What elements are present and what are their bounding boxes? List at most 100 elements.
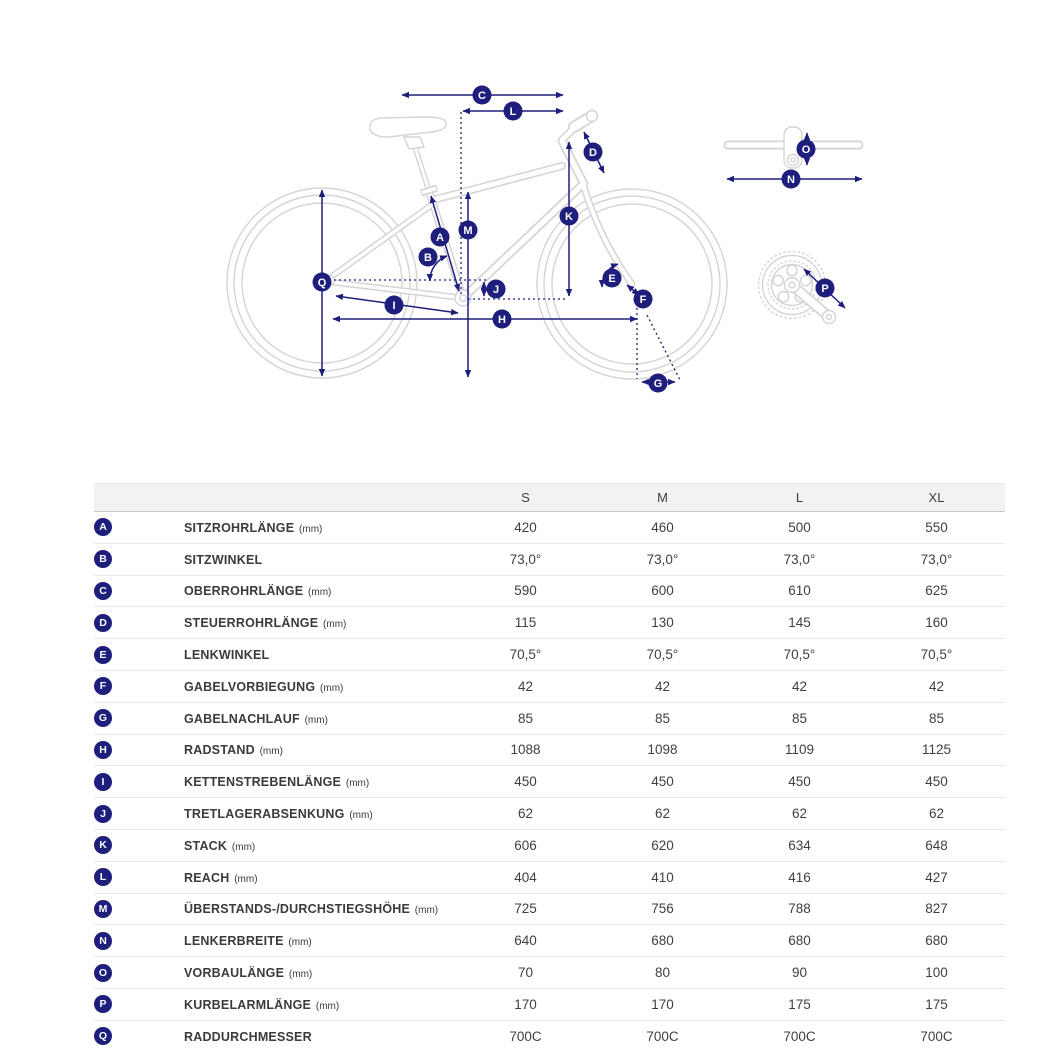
- value-cell-s: 70,5°: [457, 638, 594, 671]
- table-row: E LENKWINKEL 70,5° 70,5° 70,5° 70,5°: [94, 638, 1005, 671]
- svg-text:H: H: [498, 314, 506, 326]
- row-label: KETTENSTREBENLÄNGE: [184, 775, 342, 790]
- row-label: RADDURCHMESSER: [184, 1029, 312, 1044]
- row-label: OBERROHRLÄNGE: [184, 584, 304, 599]
- steering-axis-dotted-line: [646, 314, 681, 381]
- row-label: ÜBERSTANDS-/DURCHSTIEGSHÖHE: [184, 902, 411, 917]
- table-row: I KETTENSTREBENLÄNGE (mm) 450 450 450 45…: [94, 765, 1005, 799]
- value-cell-s: 640: [457, 924, 594, 958]
- row-letter-badge: O: [94, 963, 112, 982]
- value-cell-m: 620: [594, 829, 731, 862]
- value-cell-xl: 1125: [868, 734, 1005, 767]
- row-label-cell: TRETLAGERABSENKUNG (mm): [184, 797, 457, 830]
- row-label-cell: SITZWINKEL: [184, 543, 457, 576]
- row-label-cell: SITZROHRLÄNGE (mm): [184, 511, 457, 544]
- value-cell-xl: 427: [868, 861, 1005, 894]
- value-cell-xl: 700C: [868, 1020, 1005, 1051]
- frame-inner: [329, 111, 634, 301]
- row-label: GABELNACHLAUF: [184, 711, 300, 726]
- row-letter-badge: A: [94, 518, 112, 537]
- value-cell-s: 590: [457, 575, 594, 608]
- value-cell-m: 756: [594, 893, 731, 926]
- value-cell-l: 85: [731, 702, 868, 735]
- row-label: VORBAULÄNGE: [184, 966, 285, 981]
- marker-N: N: [781, 169, 801, 189]
- row-label-cell: ÜBERSTANDS-/DURCHSTIEGSHÖHE (mm): [184, 893, 457, 926]
- row-badge-cell: M: [94, 893, 184, 926]
- row-badge-cell: B: [94, 543, 184, 576]
- value-cell-m: 70,5°: [594, 638, 731, 671]
- row-letter-badge: D: [94, 613, 112, 632]
- value-cell-m: 700C: [594, 1020, 731, 1051]
- row-label-cell: REACH (mm): [184, 861, 457, 894]
- value-cell-l: 500: [731, 511, 868, 544]
- value-cell-xl: 85: [868, 702, 1005, 735]
- pedal-eye-hole: [825, 313, 833, 321]
- bike-side-view: [226, 91, 728, 386]
- table-row: B SITZWINKEL 73,0° 73,0° 73,0° 73,0°: [94, 543, 1005, 576]
- svg-text:F: F: [640, 294, 647, 306]
- row-letter-badge: Q: [94, 1027, 112, 1046]
- grip-end-cap: [585, 109, 599, 123]
- table-row: P KURBELARMLÄNGE (mm) 170 170 175 175: [94, 988, 1005, 1021]
- svg-text:E: E: [608, 273, 615, 285]
- table-row: O VORBAULÄNGE (mm) 70 80 90 100: [94, 956, 1005, 989]
- row-letter-badge: N: [94, 931, 112, 950]
- value-cell-s: 115: [457, 606, 594, 640]
- value-cell-m: 80: [594, 956, 731, 989]
- value-cell-xl: 550: [868, 511, 1005, 544]
- value-cell-l: 175: [731, 988, 868, 1021]
- value-cell-m: 130: [594, 606, 731, 640]
- row-label: SITZROHRLÄNGE: [184, 520, 295, 535]
- row-unit: (mm): [231, 873, 258, 885]
- value-cell-m: 170: [594, 988, 731, 1021]
- marker-M: M: [458, 220, 478, 240]
- row-letter-badge: E: [94, 645, 112, 664]
- row-label-cell: RADDURCHMESSER: [184, 1020, 457, 1051]
- table-row: J TRETLAGERABSENKUNG (mm) 62 62 62 62: [94, 797, 1005, 830]
- value-cell-l: 416: [731, 861, 868, 894]
- value-cell-l: 73,0°: [731, 543, 868, 576]
- table-row: M ÜBERSTANDS-/DURCHSTIEGSHÖHE (mm) 725 7…: [94, 893, 1005, 926]
- value-cell-l: 610: [731, 575, 868, 608]
- row-unit: (mm): [346, 810, 373, 822]
- row-letter-badge: I: [94, 772, 112, 791]
- svg-text:Q: Q: [318, 277, 327, 289]
- value-cell-xl: 827: [868, 893, 1005, 926]
- value-cell-m: 42: [594, 670, 731, 703]
- table-row: F GABELVORBIEGUNG (mm) 42 42 42 42: [94, 670, 1005, 703]
- row-badge-cell: F: [94, 670, 184, 703]
- value-cell-l: 700C: [731, 1020, 868, 1051]
- value-cell-l: 62: [731, 797, 868, 830]
- row-label: TRETLAGERABSENKUNG: [184, 807, 345, 822]
- svg-text:I: I: [392, 300, 395, 312]
- svg-text:O: O: [802, 144, 811, 156]
- size-column-xl: XL: [868, 483, 1005, 512]
- value-cell-s: 606: [457, 829, 594, 862]
- row-unit: (mm): [286, 969, 313, 981]
- row-label-cell: LENKERBREITE (mm): [184, 924, 457, 958]
- row-unit: (mm): [305, 587, 332, 599]
- row-badge-cell: Q: [94, 1020, 184, 1051]
- row-badge-cell: L: [94, 861, 184, 894]
- value-cell-m: 85: [594, 702, 731, 735]
- row-badge-cell: K: [94, 829, 184, 862]
- value-cell-xl: 100: [868, 956, 1005, 989]
- marker-L: L: [503, 101, 523, 121]
- value-cell-l: 90: [731, 956, 868, 989]
- value-cell-m: 680: [594, 924, 731, 958]
- svg-text:K: K: [565, 211, 573, 223]
- row-label-cell: STEUERROHRLÄNGE (mm): [184, 606, 457, 640]
- svg-text:N: N: [787, 174, 795, 186]
- value-cell-m: 73,0°: [594, 543, 731, 576]
- table-row: N LENKERBREITE (mm) 640 680 680 680: [94, 924, 1005, 958]
- table-row: A SITZROHRLÄNGE (mm) 420 460 500 550: [94, 511, 1005, 544]
- row-badge-cell: N: [94, 924, 184, 958]
- value-cell-m: 600: [594, 575, 731, 608]
- value-cell-s: 70: [457, 956, 594, 989]
- value-cell-xl: 42: [868, 670, 1005, 703]
- marker-H: H: [492, 309, 512, 329]
- table-row: L REACH (mm) 404 410 416 427: [94, 861, 1005, 894]
- svg-text:D: D: [589, 147, 597, 159]
- row-label: SITZWINKEL: [184, 552, 263, 567]
